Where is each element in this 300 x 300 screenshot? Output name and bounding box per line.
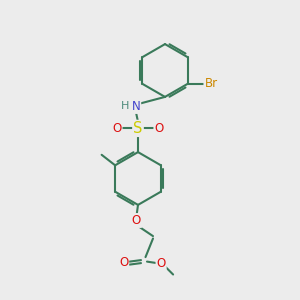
- Text: O: O: [112, 122, 122, 135]
- Text: Br: Br: [204, 77, 218, 90]
- Text: O: O: [157, 256, 166, 270]
- Text: S: S: [133, 121, 143, 136]
- Text: O: O: [132, 214, 141, 227]
- Text: N: N: [131, 100, 140, 113]
- Text: O: O: [119, 256, 128, 269]
- Text: H: H: [121, 101, 129, 111]
- Text: O: O: [154, 122, 164, 135]
